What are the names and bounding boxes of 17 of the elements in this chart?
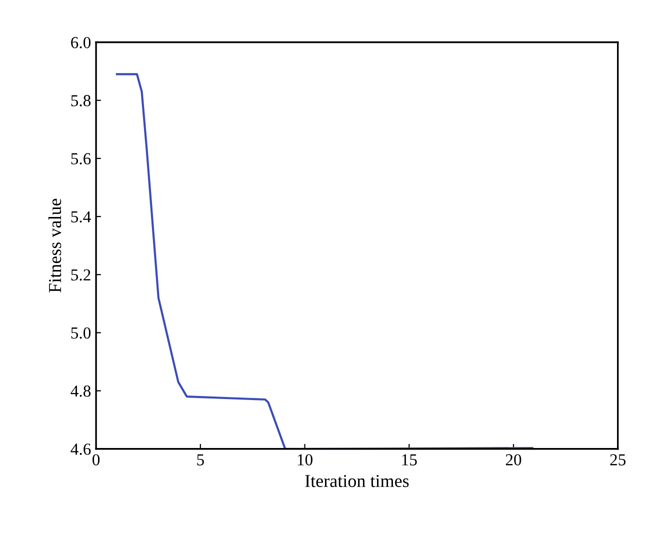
y-tick-label: 4.8	[70, 385, 91, 397]
y-axis-title: Fitness value	[48, 198, 62, 292]
x-axis-title: Iteration times	[305, 474, 409, 488]
y-tick-label: 6.0	[71, 36, 91, 48]
x-tick-label: 15	[402, 454, 417, 466]
y-tick-label: 5.6	[71, 153, 91, 164]
x-tick-label: 0	[92, 454, 100, 466]
x-tick-label: 10	[298, 454, 312, 466]
x-tick-label: 5	[197, 454, 204, 466]
y-tick-label: 5.8	[71, 95, 91, 106]
y-tick-label: 5.0	[71, 327, 91, 339]
y-tick-label: 4.6	[70, 444, 91, 455]
x-tick-label: 20	[506, 454, 522, 466]
y-tick-label: 5.4	[71, 211, 91, 223]
y-tick-label: 5.2	[71, 269, 90, 281]
line-series	[116, 73, 534, 449]
x-tick-label: 25	[610, 454, 626, 466]
